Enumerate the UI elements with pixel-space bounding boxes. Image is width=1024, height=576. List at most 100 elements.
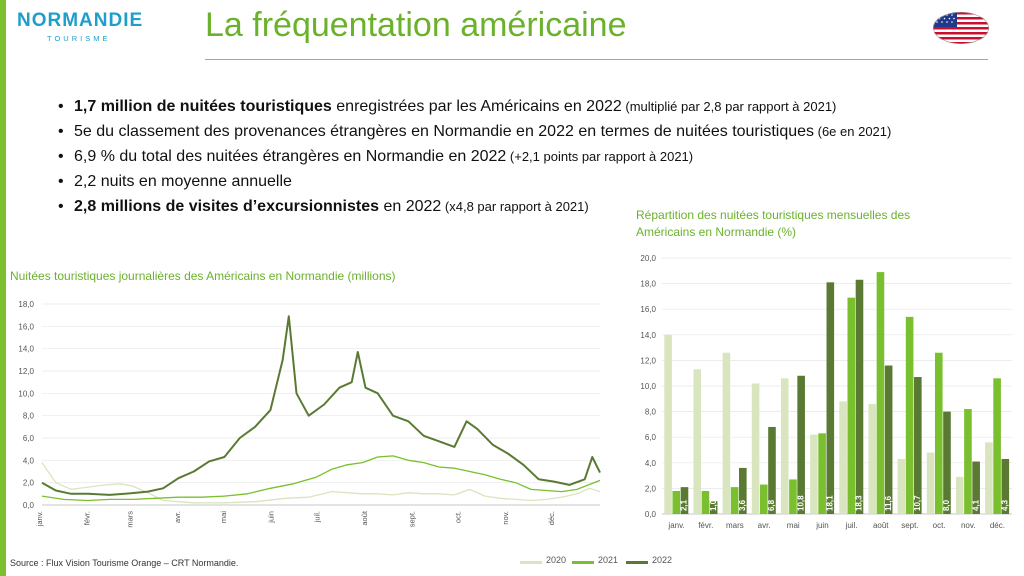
y-tick-label: 4,0 [23, 456, 35, 465]
bar-2021 [759, 484, 768, 514]
bar-2021 [847, 297, 856, 514]
bar-2022 [1001, 458, 1010, 514]
bar-data-label: 18,1 [825, 495, 834, 511]
bar-2020 [780, 378, 789, 514]
bar-2022 [768, 426, 776, 514]
daily-nights-line-chart: 0,0 2,0 4,0 6,0 8,0 10,0 12,0 14,0 16,0 18,0 janv.… [18, 300, 601, 528]
bar-2020 [897, 458, 906, 514]
x-tick-label: sept. [408, 511, 417, 527]
y-tick-label: 12,0 [640, 356, 656, 365]
x-category-label: juil. [845, 521, 858, 530]
bullet-classement: 5e du classement des provenances étrangè… [58, 119, 958, 144]
x-tick-label: oct. [454, 511, 463, 523]
y-tick-label: 16,0 [640, 305, 656, 314]
x-category-label: juin [815, 521, 828, 530]
bar-2022 [680, 487, 689, 514]
x-category-label: mai [787, 521, 800, 530]
x-tick-label: juin [266, 511, 275, 524]
bar-2020 [839, 401, 847, 514]
bar-2020 [868, 403, 877, 514]
bullet-2-text: 5e du classement des provenances étrangè… [74, 123, 815, 140]
x-category-label: sept. [901, 521, 918, 530]
bar-2021 [993, 378, 1001, 514]
y-tick-label: 6,0 [645, 433, 657, 442]
x-category-label: oct. [933, 521, 946, 530]
title-divider [205, 59, 988, 60]
x-category-label: mars [726, 521, 744, 530]
bar-data-label: 10,8 [796, 495, 805, 511]
bullet-excursionnistes: 2,8 millions de visites d’excursionniste… [58, 194, 958, 219]
x-tick-label: mai [219, 511, 228, 523]
y-tick-label: 8,0 [23, 412, 35, 421]
logo-subtitle: TOURISME [47, 34, 111, 43]
x-category-label: déc. [990, 521, 1005, 530]
bar-data-label: 4,3 [1000, 499, 1009, 511]
x-tick-label: nov. [501, 511, 510, 525]
x-category-label: avr. [758, 521, 771, 530]
bar-2022 [914, 377, 922, 514]
bullet-3-text: 6,9 % du total des nuitées étrangères en… [74, 148, 507, 165]
bar-data-label: 4,1 [971, 499, 980, 511]
bar-2020 [693, 369, 702, 514]
bar-2021 [701, 490, 710, 514]
x-category-label: févr. [698, 521, 713, 530]
left-accent-bar [0, 0, 6, 576]
bar-data-label: 2,1 [680, 499, 689, 511]
bullet-5-note: (x4,8 par rapport à 2021) [441, 199, 589, 214]
bar-data-label: 11,6 [884, 495, 893, 511]
legend-swatch [572, 561, 594, 564]
bar-2022 [972, 461, 980, 514]
bar-2020 [722, 352, 731, 514]
y-tick-label: 20,0 [640, 254, 656, 263]
legend-swatch [520, 561, 542, 564]
normandie-tourisme-logo: NORMANDIE TOURISME [17, 10, 142, 46]
us-flag-icon [933, 12, 989, 44]
y-tick-label: 10,0 [18, 389, 34, 398]
bullet-5-text: en 2022 [379, 198, 442, 215]
bar-2021 [818, 433, 826, 514]
logo-wordmark: NORMANDIE [17, 10, 144, 31]
bar-2020 [985, 442, 993, 514]
bullet-part-etrangeres: 6,9 % du total des nuitées étrangères en… [58, 144, 958, 169]
x-tick-label: janv. [35, 511, 44, 527]
bar-2020 [751, 383, 760, 514]
y-tick-label: 4,0 [645, 459, 657, 468]
bar-data-label: 1,0 [709, 499, 718, 511]
y-tick-label: 8,0 [645, 408, 657, 417]
bar-2020 [926, 452, 935, 514]
key-figures-list: 1,7 million de nuitées touristiques enre… [58, 94, 958, 219]
y-tick-label: 16,0 [18, 322, 34, 331]
x-tick-label: août [360, 510, 369, 526]
bar-2022 [943, 411, 951, 514]
legend-label: 2022 [652, 555, 673, 565]
bar-2020 [955, 476, 964, 514]
bar-data-label: 3,6 [738, 499, 747, 511]
x-tick-label: juil. [312, 511, 321, 523]
y-tick-label: 2,0 [23, 479, 35, 488]
bar-2022 [709, 501, 718, 514]
y-tick-label: 6,0 [23, 434, 35, 443]
y-tick-label: 0,0 [23, 501, 35, 510]
bar-data-label: 8,0 [942, 499, 951, 511]
bullet-nuitees: 1,7 million de nuitées touristiques enre… [58, 94, 958, 119]
monthly-share-bar-chart: 0,0 2,0 4,0 6,0 8,0 10,0 12,0 14,0 16,0 18,0 20,0 2… [640, 254, 1012, 530]
bullet-3-note: (+2,1 points par rapport à 2021) [506, 149, 694, 164]
bullet-4-text: 2,2 nuits en moyenne annuelle [74, 173, 292, 190]
y-tick-label: 14,0 [640, 331, 656, 340]
y-tick-label: 18,0 [640, 280, 656, 289]
x-tick-label: mars [125, 511, 134, 528]
y-tick-label: 12,0 [18, 367, 34, 376]
bar-2022 [826, 282, 835, 514]
bullet-5-bold: 2,8 millions de visites d’excursionniste… [74, 198, 380, 215]
bar-chart-title: Répartition des nuitées touristiques men… [636, 208, 911, 239]
page-title: La fréquentation américaine [205, 6, 627, 44]
bar-2020 [810, 434, 818, 514]
bar-2022 [797, 375, 805, 514]
bar-2021 [730, 487, 739, 514]
x-category-label: août [873, 521, 889, 530]
bar-data-label: 18,3 [855, 495, 864, 511]
bar-2022 [739, 467, 747, 514]
y-tick-label: 2,0 [645, 484, 657, 493]
legend-label: 2021 [598, 555, 619, 565]
bar-data-label: 10,7 [913, 495, 922, 511]
